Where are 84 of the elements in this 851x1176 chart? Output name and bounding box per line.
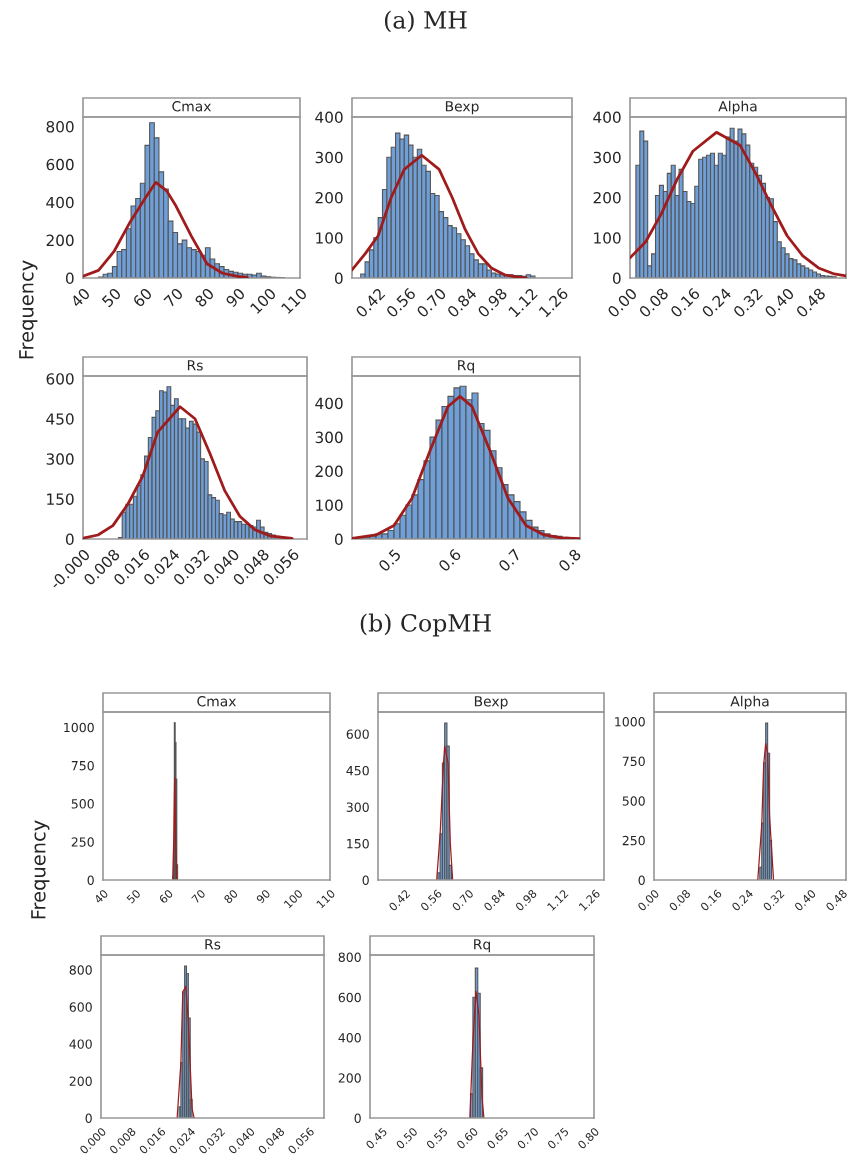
text: (a) MH [384,10,467,33]
y-tick-label: 150 [347,838,369,849]
y-tick-label: 600 [346,729,369,739]
y-tick-label: 200 [315,465,343,478]
y-tick-label: 450 [346,765,369,776]
y-tick-label: 0 [354,1113,361,1123]
y-tick-label: 200 [46,234,74,247]
y-tick-label: 400 [338,1032,361,1043]
y-tick-label: 300 [593,151,621,164]
x-tick-label: 40 [69,287,91,308]
y-tick-label: 1000 [64,722,94,733]
x-tick-label: 40 [93,888,109,905]
y-tick-label: 0 [65,272,74,285]
y-tick-label: 800 [69,965,92,975]
y-tick-label: 0 [85,1113,92,1123]
x-tick-label: 50 [126,888,141,904]
x-tick-label: 50 [101,287,122,308]
y-tick-label: 300 [315,431,343,444]
x-tick-label: 100 [283,888,304,909]
y-tick-label: 100 [594,232,621,244]
chart-title: Rs [187,360,203,371]
chart-title: Alpha [730,695,769,710]
y-tick-label: 600 [46,158,74,171]
y-tick-label: 500 [71,799,94,809]
x-tick-label: 70 [191,888,206,904]
x-tick-label: 80 [223,888,239,904]
y-tick-label: 0 [334,272,343,285]
x-tick-label: 90 [255,888,271,904]
y-axis-title: Frequency [19,260,38,359]
y-tick-label: 0 [334,533,343,546]
x-tick-label: 0.7 [497,548,522,573]
y-tick-label: 400 [69,1039,92,1049]
chart-title: Rs [205,939,221,950]
y-tick-label: 100 [316,232,343,244]
chart-title: Cmax [172,101,212,112]
y-tick-label: 450 [46,413,74,425]
y-tick-label: 800 [338,952,361,962]
text: (b) CopMH [360,613,491,637]
y-tick-label: 400 [46,196,74,209]
y-tick-label: 750 [622,756,645,767]
x-tick-label: 0.5 [377,548,402,573]
y-tick-label: 300 [315,151,343,164]
chart-title: Rq [458,360,474,374]
x-tick-label: 80 [194,287,215,308]
chart-title: Bexp [474,696,508,710]
y-tick-label: 1000 [615,716,645,727]
y-tick-label: 200 [315,191,343,204]
y-tick-label: 600 [46,373,74,385]
y-tick-label: 400 [315,111,343,124]
x-tick-label: 110 [280,287,308,315]
y-tick-label: 0 [65,533,74,546]
y-tick-label: 600 [69,1002,92,1012]
y-tick-label: 0 [87,875,94,885]
chart-title: Cmax [197,696,237,707]
chart-title: Alpha [718,100,757,115]
y-axis-title: Frequency [31,820,50,919]
y-tick-label: 200 [338,1073,361,1083]
x-tick-label: 70 [163,287,184,308]
chart-title: Rq [474,939,490,953]
x-tick-label: 60 [158,888,174,904]
y-tick-label: 400 [593,111,621,124]
x-tick-label: 0.6 [437,548,462,573]
x-tick-label: 100 [249,287,277,315]
x-tick-label: 0.8 [557,548,582,573]
y-tick-label: 100 [316,499,343,512]
y-tick-label: 300 [46,453,74,465]
x-tick-label: 110 [316,888,336,909]
y-tick-label: 0 [612,272,621,285]
y-tick-label: 300 [346,802,369,812]
y-tick-label: 0 [638,875,645,885]
x-tick-label: 90 [225,287,246,308]
y-tick-label: 250 [71,837,94,847]
y-tick-label: 250 [622,835,645,846]
y-tick-label: 500 [622,796,645,806]
y-tick-label: 750 [71,760,94,771]
y-tick-label: 400 [315,397,343,410]
y-tick-label: 200 [69,1076,92,1086]
y-tick-label: 0 [362,875,369,885]
x-tick-label: 60 [132,287,153,308]
y-tick-label: 800 [46,120,74,133]
y-tick-label: 600 [338,992,361,1003]
chart-title: Bexp [445,101,479,115]
y-tick-label: 150 [47,493,74,505]
y-tick-label: 200 [593,191,621,204]
